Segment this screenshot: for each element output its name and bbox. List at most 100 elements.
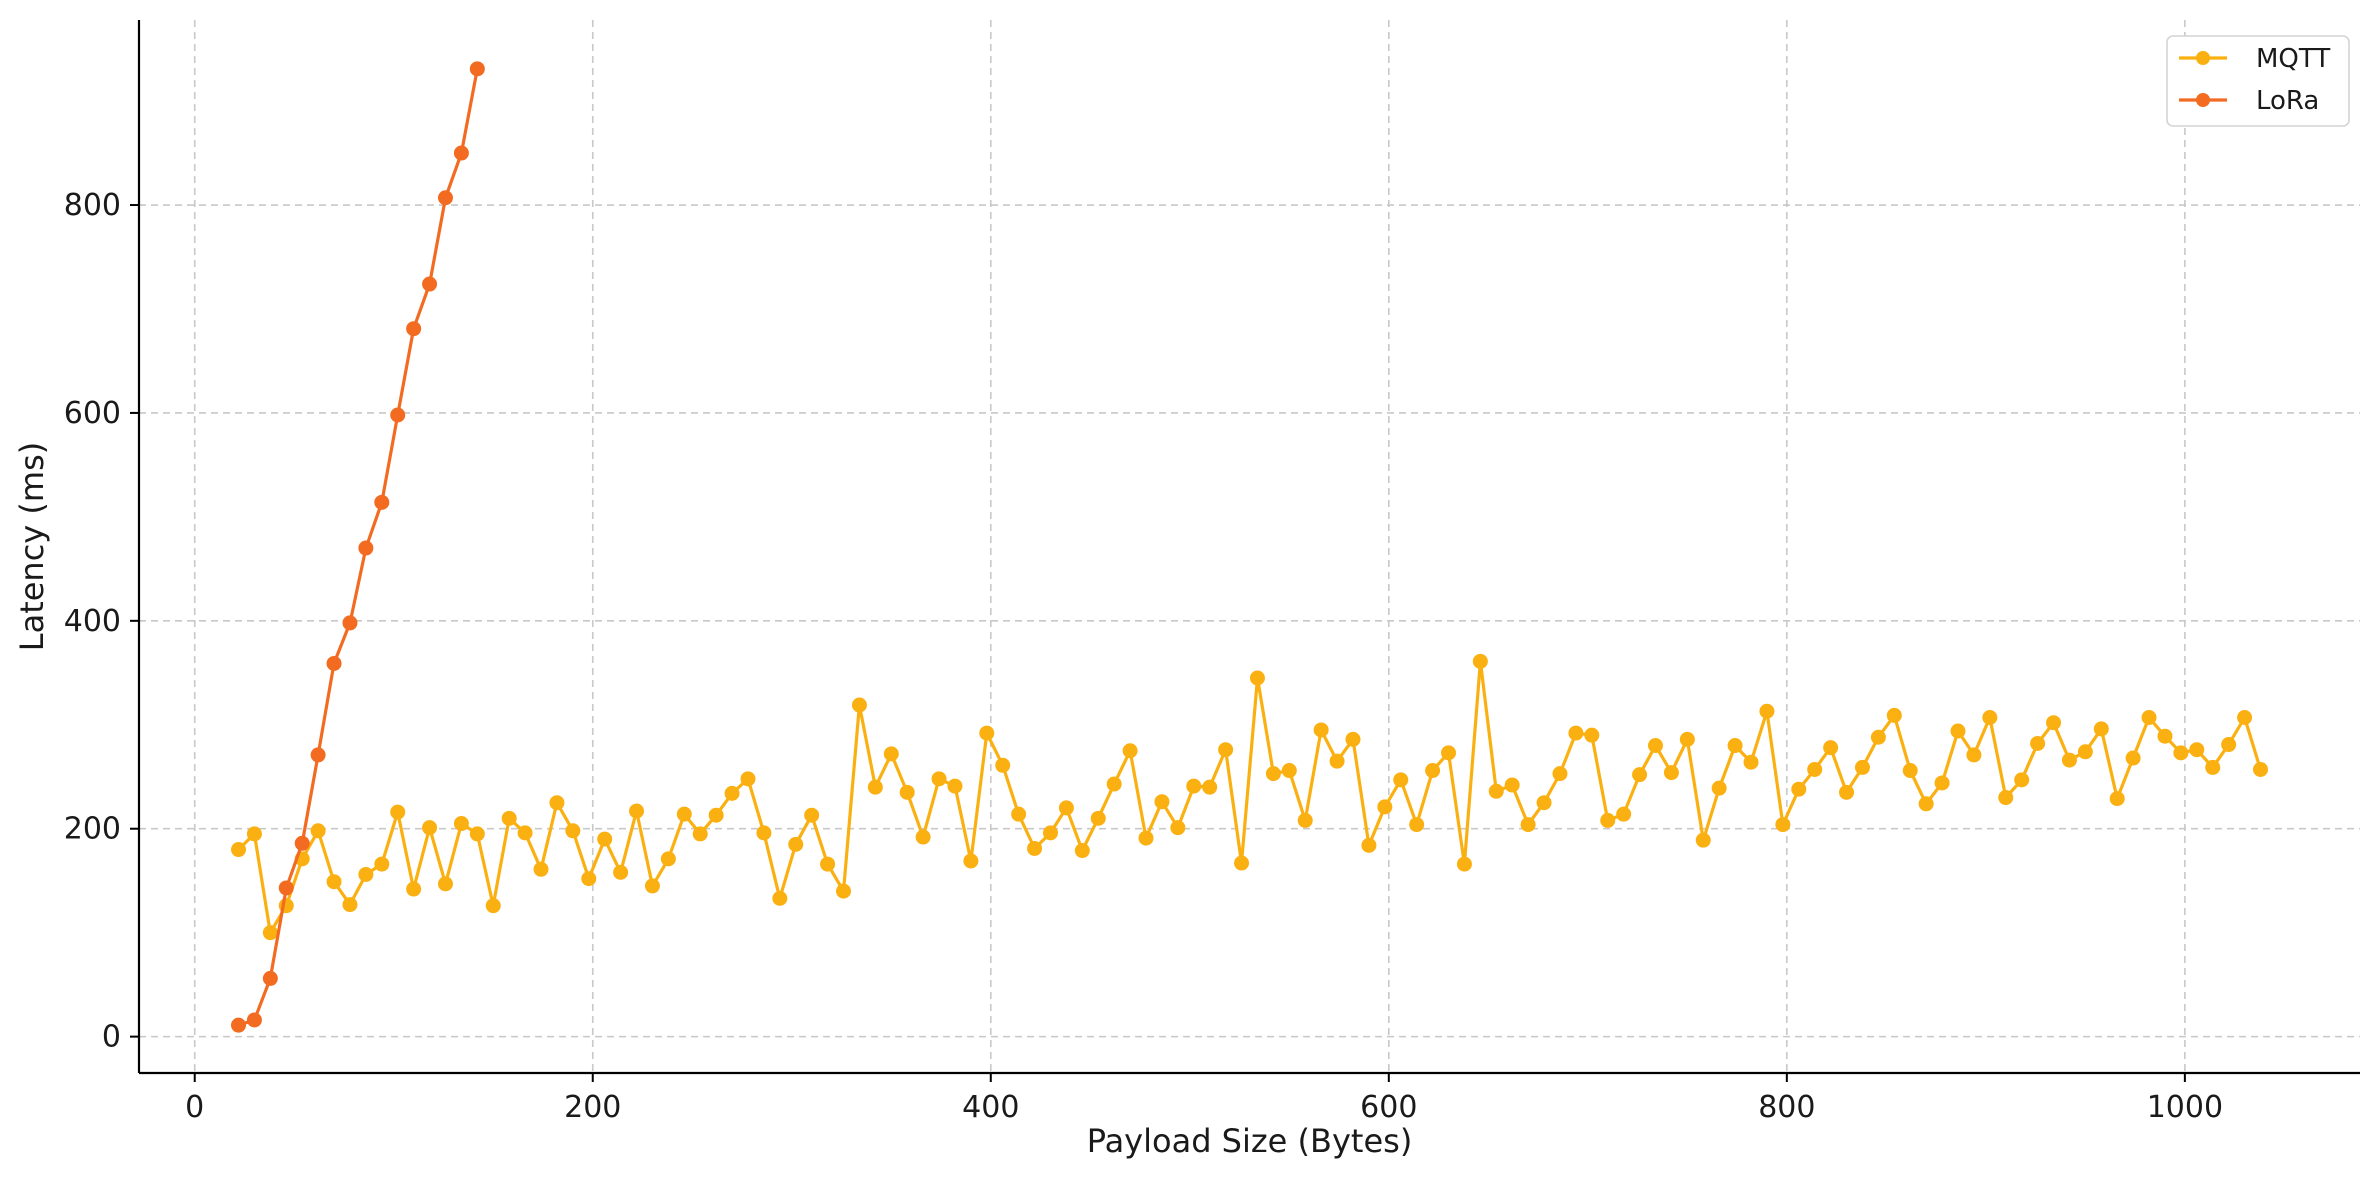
mqtt-point [1074,843,1090,859]
mqtt-point [692,826,708,842]
mqtt-point [1584,727,1600,743]
x-axis-title: Payload Size (Bytes) [1087,1122,1413,1160]
mqtt-point [899,784,915,800]
legend-swatch-marker [2196,93,2210,107]
mqtt-point [581,871,597,887]
lora-line [238,68,479,1027]
lora-point [342,615,358,631]
mqtt-point [2014,772,2030,788]
lora-point [437,190,453,206]
mqtt-point [1616,806,1632,822]
x-tick-label: 200 [564,1090,621,1125]
mqtt-point [613,864,629,880]
mqtt-point [1042,825,1058,841]
mqtt-point [963,853,979,869]
mqtt-point [517,825,533,841]
mqtt-point [1154,794,1170,810]
mqtt-point [1966,747,1982,763]
mqtt-point [1663,765,1679,781]
lora-point [358,540,374,556]
mqtt-point [2093,721,2109,737]
mqtt-point [1122,743,1138,759]
mqtt-point [629,803,645,819]
mqtt-point [310,823,326,839]
mqtt-point [437,876,453,892]
y-tick-label: 400 [64,604,121,639]
mqtt-point [1632,767,1648,783]
y-tick-label: 600 [64,396,121,431]
mqtt-point [485,898,501,914]
mqtt-point [2141,709,2157,725]
mqtt-point [374,856,390,872]
mqtt-point [1504,777,1520,793]
mqtt-point [1759,703,1775,719]
mqtt-point [708,807,724,823]
mqtt-point [883,746,899,762]
mqtt-point [820,856,836,872]
mqtt-point [2157,728,2173,744]
lora-point [262,970,278,986]
lora-point [278,880,294,896]
legend-label: MQTT [2256,44,2330,74]
mqtt-point [1568,725,1584,741]
mqtt-line [237,659,2263,935]
lora-point [231,1017,247,1033]
mqtt-point [1265,766,1281,782]
mqtt-point [358,866,374,882]
lora-point [374,494,390,510]
lora-point [294,835,310,851]
mqtt-point [1711,780,1727,796]
mqtt-point [565,823,581,839]
mqtt-point [1138,830,1154,846]
mqtt-point [390,804,406,820]
mqtt-point [788,836,804,852]
mqtt-point [1600,812,1616,828]
y-tick-label: 800 [64,188,121,223]
x-tick-label: 800 [1758,1090,1815,1125]
mqtt-point [469,826,485,842]
mqtt-point [851,697,867,713]
mqtt-point [1249,670,1265,686]
mqtt-point [1934,775,1950,791]
mqtt-point [2205,759,2221,775]
mqtt-point [1297,812,1313,828]
x-tick-label: 0 [185,1090,204,1125]
mqtt-point [995,757,1011,773]
lora-point [453,145,469,161]
series-lora [231,61,485,1033]
mqtt-point [724,785,740,801]
mqtt-point [1695,832,1711,848]
x-tick-label: 600 [1360,1090,1417,1125]
mqtt-point [2046,715,2062,731]
mqtt-point [1186,778,1202,794]
mqtt-point [1393,772,1409,788]
mqtt-point [342,897,358,913]
mqtt-point [1982,709,1998,725]
mqtt-point [2030,735,2046,751]
mqtt-point [1743,754,1759,770]
mqtt-point [1472,653,1488,669]
mqtt-point [1727,738,1743,754]
mqtt-point [1027,840,1043,856]
mqtt-point [262,925,278,941]
mqtt-point [2252,761,2268,777]
mqtt-point [1425,763,1441,779]
mqtt-point [1377,799,1393,815]
mqtt-point [1361,837,1377,853]
mqtt-point [1839,784,1855,800]
x-tick-label: 400 [962,1090,1019,1125]
mqtt-point [1488,783,1504,799]
legend-item-mqtt: MQTT [2179,44,2330,74]
legend: MQTT LoRa [2166,35,2350,127]
mqtt-point [1807,761,1823,777]
mqtt-point [1886,707,1902,723]
mqtt-point [1918,796,1934,812]
lora-point [390,407,406,423]
mqtt-point [422,820,438,836]
y-axis-title: Latency (ms) [13,442,51,651]
mqtt-point [1090,810,1106,826]
mqtt-point [231,842,247,858]
mqtt-point [1281,763,1297,779]
mqtt-point [1170,820,1186,836]
